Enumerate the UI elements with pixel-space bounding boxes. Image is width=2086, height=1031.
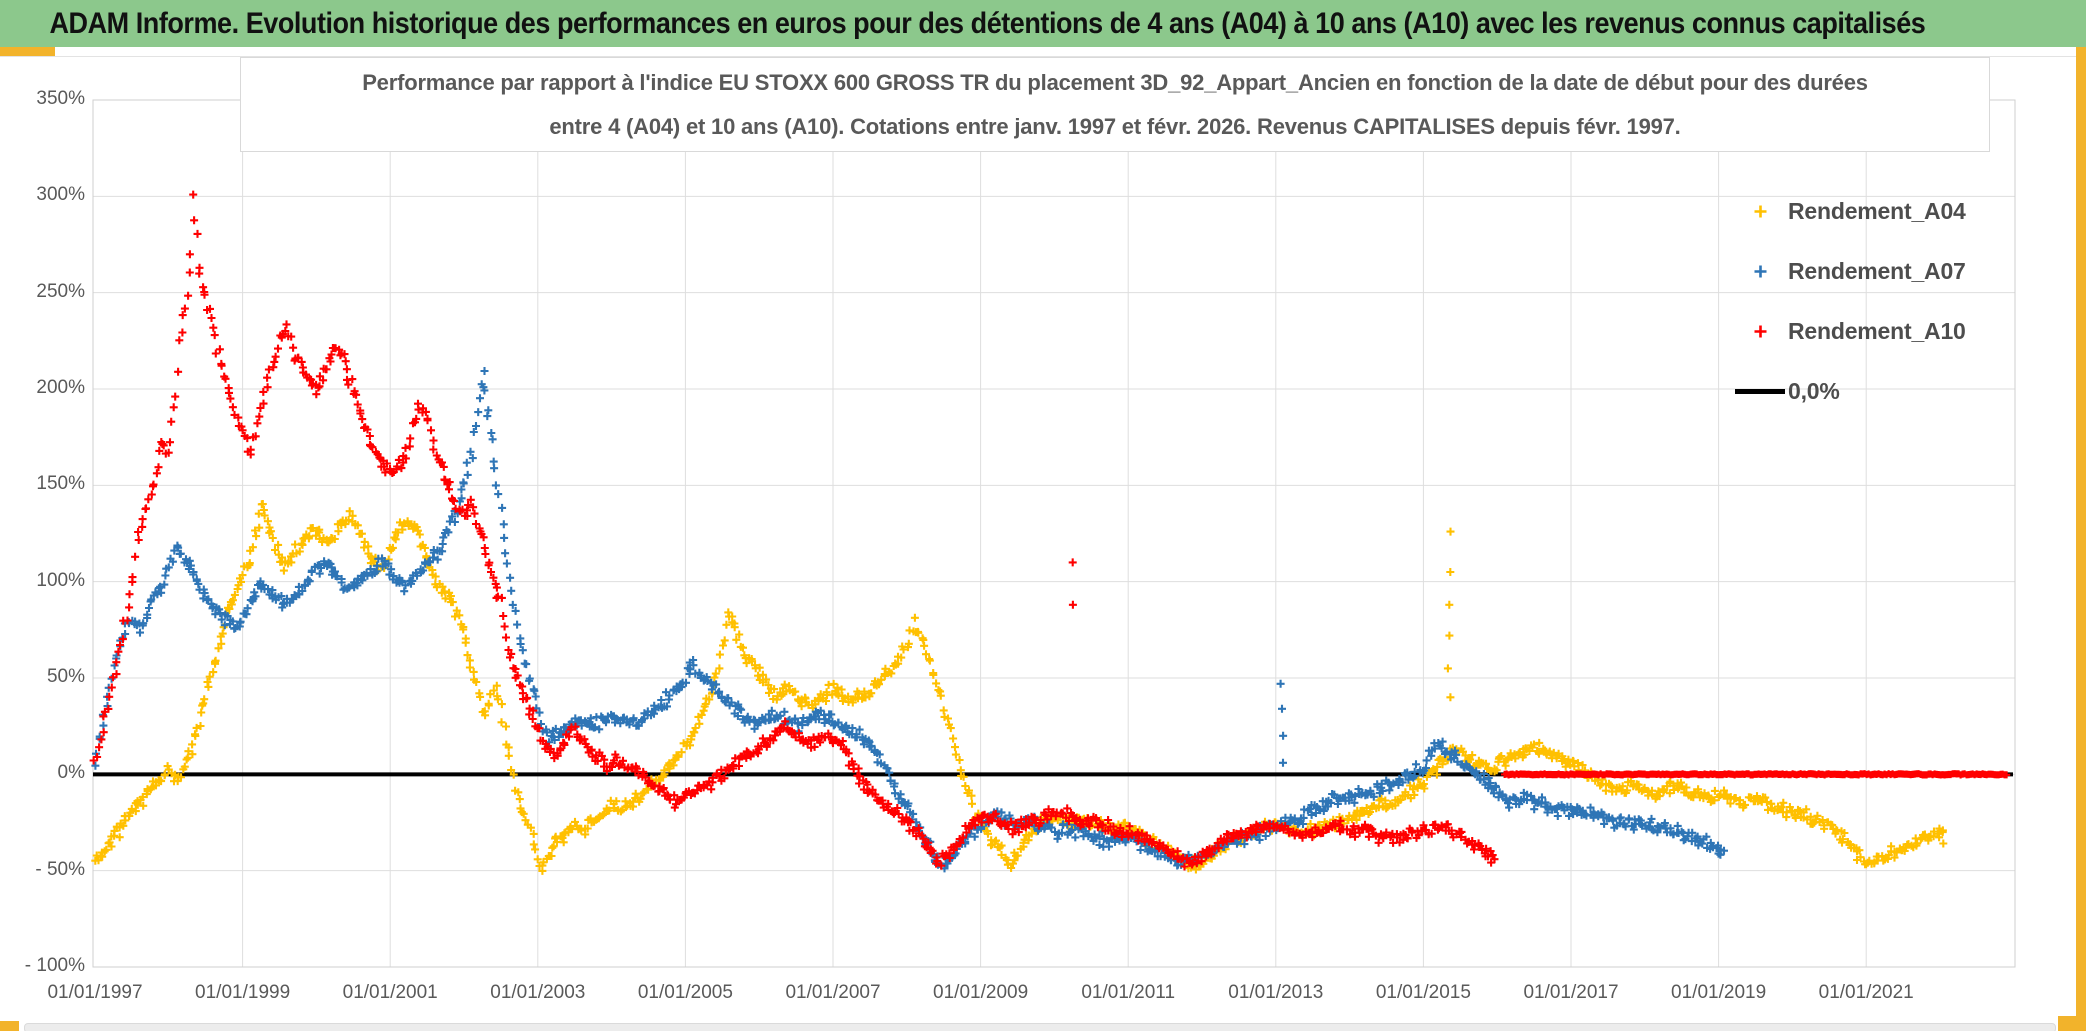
- legend-label: Rendement_A10: [1788, 317, 1966, 344]
- legend-item-zero-line: 0,0%: [1732, 361, 1982, 421]
- x-tick-label: 01/01/1997: [47, 982, 143, 1003]
- chart-title-box: Performance par rapport à l'indice EU ST…: [240, 57, 1990, 152]
- legend-item-rendement-a10: Rendement_A10: [1732, 301, 1982, 361]
- y-tick-label: 150%: [36, 473, 85, 495]
- x-tick-label: 01/01/2021: [1818, 982, 1914, 1003]
- y-tick-label: 50%: [46, 666, 85, 687]
- page-title: ADAM Informe. Evolution historique des p…: [49, 6, 1926, 40]
- yellow-accent-tab: [0, 47, 55, 56]
- x-tick-label: 01/01/2005: [637, 982, 733, 1003]
- x-tick-label: 01/01/2011: [1081, 982, 1176, 1003]
- header-bar: ADAM Informe. Evolution historique des p…: [0, 0, 2086, 47]
- y-tick-label: 250%: [36, 280, 85, 302]
- y-tick-label: - 100%: [24, 955, 85, 976]
- bottom-right-accent: [2058, 1016, 2086, 1031]
- x-tick-label: 01/01/2013: [1228, 982, 1324, 1003]
- zero-line-marker-icon: [1735, 388, 1785, 394]
- plus-marker-icon: [1732, 323, 1788, 340]
- right-accent-strip: [2076, 47, 2086, 1031]
- chart-legend: Rendement_A04 Rendement_A07 Rendement_A1…: [1732, 181, 1982, 421]
- chart-title-line-2: entre 4 (A04) et 10 ans (A10). Cotations…: [549, 114, 1681, 139]
- legend-item-rendement-a04: Rendement_A04: [1732, 181, 1982, 241]
- header-divider: [0, 56, 2086, 57]
- legend-label: Rendement_A04: [1788, 197, 1966, 224]
- x-tick-label: 01/01/2003: [490, 982, 586, 1003]
- x-tick-label: 01/01/1999: [195, 982, 291, 1003]
- plus-marker-icon: [1732, 203, 1788, 220]
- y-tick-label: 200%: [36, 377, 85, 398]
- x-tick-label: 01/01/2017: [1523, 982, 1619, 1003]
- y-tick-label: 350%: [36, 88, 85, 109]
- plus-marker-icon: [1732, 263, 1788, 280]
- y-tick-label: - 50%: [35, 858, 85, 880]
- chart-title-line-1: Performance par rapport à l'indice EU ST…: [362, 70, 1868, 95]
- y-tick-label: 100%: [36, 569, 85, 591]
- x-tick-label: 01/01/2009: [933, 982, 1029, 1003]
- x-tick-label: 01/01/2015: [1375, 982, 1471, 1003]
- y-tick-label: 300%: [36, 184, 85, 206]
- x-tick-label: 01/01/2001: [342, 982, 438, 1003]
- legend-item-rendement-a07: Rendement_A07: [1732, 241, 1982, 301]
- x-tick-label: 01/01/2019: [1671, 982, 1767, 1003]
- y-tick-label: 0%: [57, 762, 85, 784]
- legend-label: Rendement_A07: [1788, 257, 1966, 284]
- x-tick-label: 01/01/2007: [785, 982, 881, 1003]
- horizontal-scrollbar[interactable]: [24, 1023, 2056, 1031]
- bottom-left-accent: [0, 1021, 19, 1031]
- legend-label: 0,0%: [1788, 377, 1840, 404]
